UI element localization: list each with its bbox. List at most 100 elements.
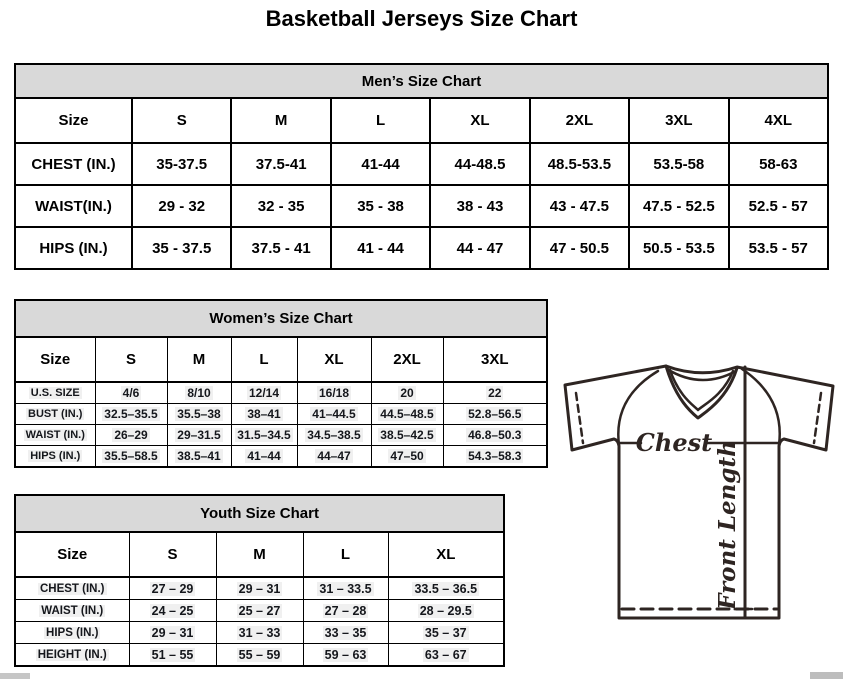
size-value-cell: 29 - 32 (130, 184, 233, 228)
jersey-measurement-diagram: Chest Front Length (555, 353, 843, 643)
size-value-cell: 4/6 (94, 381, 168, 404)
table-row: WAIST (IN.) 26–29 29–31.5 31.5–34.5 34.5… (14, 424, 548, 446)
row-label-text: CHEST (IN.) (37, 582, 107, 595)
table-row: HIPS (IN.) 29 – 31 31 – 33 33 – 35 35 – … (14, 621, 505, 644)
size-value: 52.8–56.5 (466, 407, 524, 421)
size-value: 41–44.5 (310, 407, 358, 421)
size-value-cell: 44–47 (296, 445, 372, 468)
table-row: CHEST (IN.) 35-37.5 37.5-41 41-44 44-48.… (14, 142, 830, 186)
table-row: CHEST (IN.) 27 – 29 29 – 31 31 – 33.5 33… (14, 576, 505, 600)
column-header: XL (296, 336, 372, 383)
size-value-cell: 32 - 35 (230, 184, 332, 228)
row-label: WAIST (IN.) (14, 599, 130, 622)
youth-size-chart: Youth Size Chart Size S M L XL CHEST (IN… (13, 494, 506, 667)
size-value-cell: 33 – 35 (302, 621, 389, 644)
size-value-cell: 44 - 47 (429, 226, 531, 270)
size-value-cell: 41 - 44 (329, 226, 432, 270)
size-value: 31 – 33.5 (317, 581, 374, 596)
column-header: 3XL (442, 336, 548, 383)
size-value: 33 – 35 (322, 625, 369, 640)
table-row: Size S M L XL 2XL 3XL (14, 336, 548, 383)
size-value-cell: 41–44 (230, 445, 298, 468)
table-row: HEIGHT (IN.) 51 – 55 55 – 59 59 – 63 63 … (14, 643, 505, 667)
size-value: 27 – 29 (149, 581, 196, 596)
size-value-cell: 58-63 (727, 142, 830, 186)
column-header: 4XL (727, 97, 830, 144)
size-value: 35 – 37 (422, 625, 469, 640)
left-armhole-seam (617, 369, 660, 447)
size-value-cell: 32.5–35.5 (94, 403, 168, 425)
table-row: Size S M L XL (14, 531, 505, 578)
size-value-cell: 52.8–56.5 (442, 403, 548, 425)
column-header: L (302, 531, 389, 578)
column-header: S (130, 97, 233, 144)
size-value: 38.5–42.5 (378, 428, 436, 442)
row-label: HIPS (IN.) (14, 621, 130, 644)
size-value-cell: 31 – 33.5 (302, 576, 389, 600)
size-value-cell: 25 – 27 (215, 599, 304, 622)
size-value-cell: 29 – 31 (215, 576, 304, 600)
size-value-cell: 35 - 38 (329, 184, 432, 228)
size-value-cell: 34.5–38.5 (296, 424, 372, 446)
scrollbar-fragment-right[interactable] (810, 672, 843, 679)
row-label-text: WAIST (IN.) (23, 429, 87, 441)
size-value-cell: 38 - 43 (429, 184, 531, 228)
table-row: WAIST(IN.) 29 - 32 32 - 35 35 - 38 38 - … (14, 184, 830, 228)
row-label: WAIST (IN.) (14, 424, 96, 446)
size-value-cell: 24 – 25 (128, 599, 217, 622)
size-value-cell: 46.8–50.3 (442, 424, 548, 446)
size-value: 31.5–34.5 (235, 428, 293, 442)
size-value-cell: 47.5 - 52.5 (628, 184, 730, 228)
size-value: 28 – 29.5 (417, 603, 474, 618)
size-value-cell: 26–29 (94, 424, 168, 446)
table-row: Women’s Size Chart (13, 299, 549, 338)
size-value: 29–31.5 (175, 428, 223, 442)
size-value: 44–47 (315, 449, 353, 463)
size-value: 54.3–58.3 (466, 449, 524, 463)
table-row: WAIST (IN.) 24 – 25 25 – 27 27 – 28 28 –… (14, 599, 505, 622)
size-value-cell: 16/18 (296, 381, 372, 404)
womens-size-table: Women’s Size Chart Size S M L XL 2XL 3XL… (13, 299, 549, 468)
size-value-cell: 8/10 (166, 381, 232, 404)
right-cuff-dashed-line (812, 391, 823, 445)
size-value-cell: 54.3–58.3 (442, 445, 548, 468)
size-value: 59 – 63 (322, 647, 369, 662)
table-row: BUST (IN.) 32.5–35.5 35.5–38 38–41 41–44… (14, 403, 548, 425)
column-header: 3XL (628, 97, 730, 144)
column-header: L (230, 336, 298, 383)
womens-size-chart: Women’s Size Chart Size S M L XL 2XL 3XL… (13, 299, 549, 468)
row-label: HEIGHT (IN.) (14, 643, 130, 667)
row-label-text: U.S. SIZE (28, 387, 82, 399)
womens-chart-title: Women’s Size Chart (13, 299, 549, 338)
column-header: M (166, 336, 232, 383)
size-value: 29 – 31 (149, 625, 196, 640)
size-value: 35.5–58.5 (102, 449, 160, 463)
size-value-cell: 43 - 47.5 (528, 184, 631, 228)
size-value: 27 – 28 (322, 603, 369, 618)
size-value-cell: 33.5 – 36.5 (387, 576, 505, 600)
column-header: 2XL (528, 97, 631, 144)
column-header: S (94, 336, 168, 383)
scrollbar-fragment-left[interactable] (0, 673, 30, 679)
size-value: 25 – 27 (236, 603, 283, 618)
row-label: CHEST (IN.) (14, 142, 133, 186)
table-row: HIPS (IN.) 35.5–58.5 38.5–41 41–44 44–47… (14, 445, 548, 468)
size-value: 55 – 59 (236, 647, 283, 662)
size-value-cell: 27 – 28 (302, 599, 389, 622)
size-value-cell: 38.5–41 (166, 445, 232, 468)
size-value-cell: 47 - 50.5 (528, 226, 631, 270)
column-header: XL (387, 531, 505, 578)
size-value: 51 – 55 (149, 647, 196, 662)
size-value: 38.5–41 (175, 449, 223, 463)
size-value-cell: 37.5-41 (230, 142, 332, 186)
column-header: XL (429, 97, 531, 144)
size-value: 32.5–35.5 (102, 407, 160, 421)
size-value-cell: 59 – 63 (302, 643, 389, 667)
size-value-cell: 41-44 (329, 142, 432, 186)
size-value: 29 – 31 (236, 581, 283, 596)
size-value-cell: 44.5–48.5 (370, 403, 444, 425)
size-value: 20 (398, 386, 416, 400)
collar-band-arc (665, 367, 738, 382)
size-value-cell: 35-37.5 (130, 142, 233, 186)
column-header: Size (14, 97, 133, 144)
